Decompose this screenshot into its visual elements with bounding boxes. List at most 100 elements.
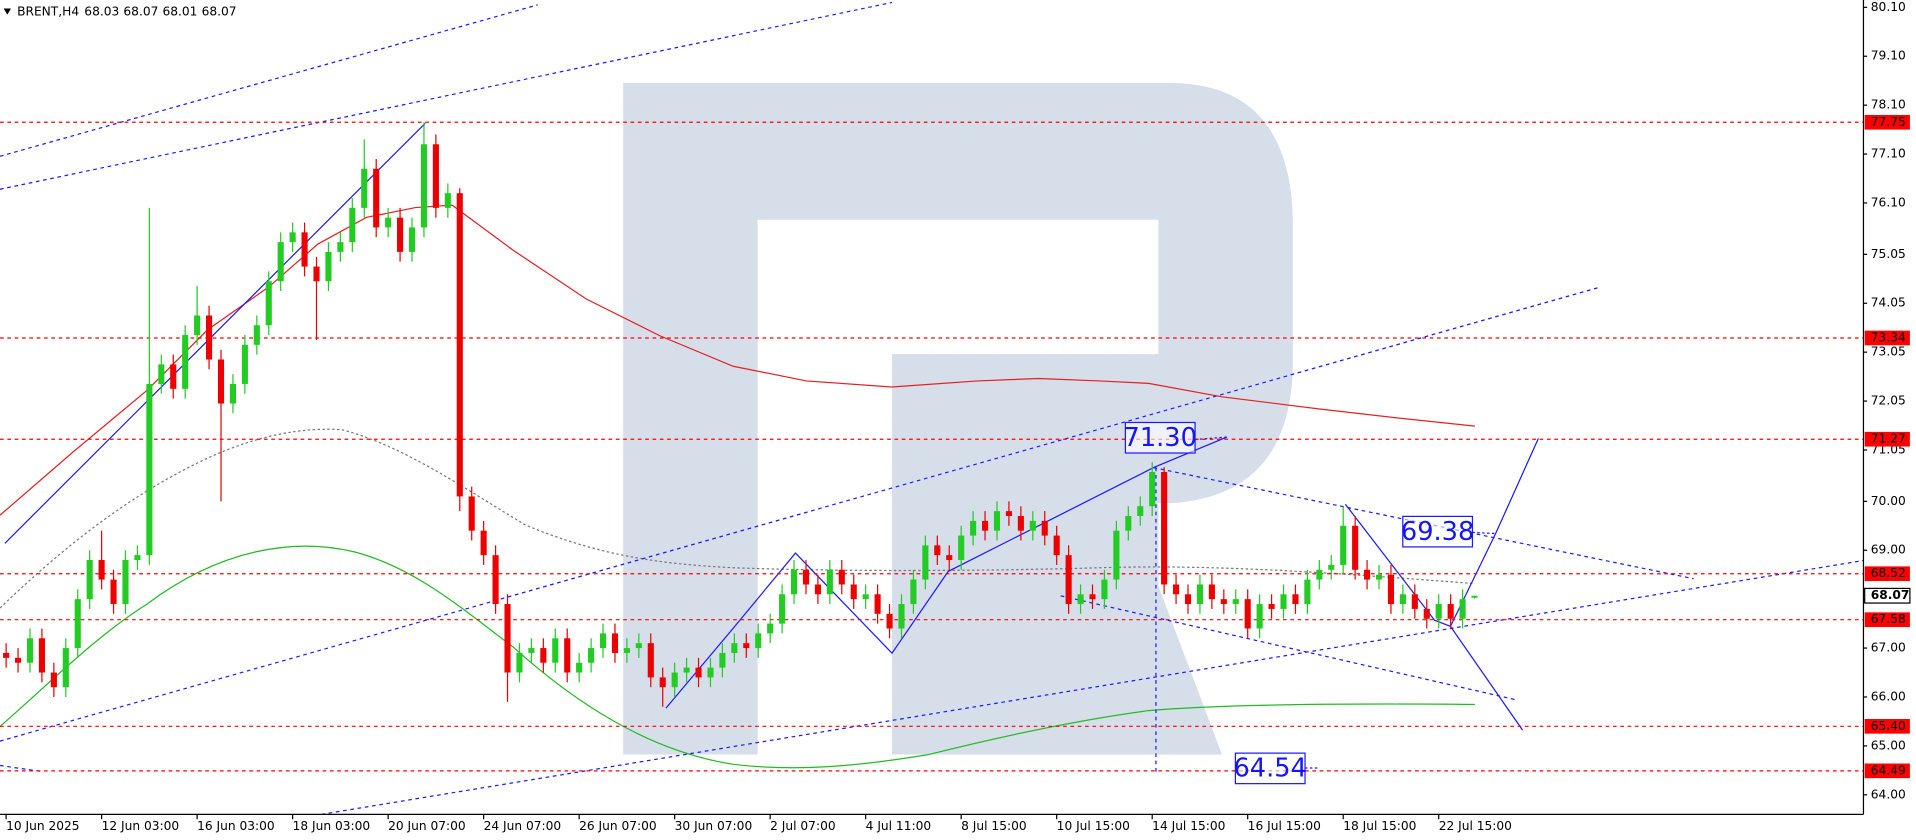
candle-body: [922, 545, 929, 580]
candle-body: [480, 530, 487, 556]
candle-body: [229, 383, 236, 404]
candle-body: [277, 242, 284, 282]
candle-body: [182, 335, 189, 389]
level-label: 65.40: [1871, 719, 1906, 733]
candle-body: [958, 535, 965, 561]
x-tick-label: 10 Jul 15:00: [1057, 819, 1130, 833]
y-tick-label: 77.10: [1871, 147, 1906, 161]
candle-body: [970, 520, 977, 536]
candle-body: [1399, 594, 1406, 605]
candle-body: [1328, 564, 1335, 570]
x-tick-label: 26 Jun 07:00: [579, 819, 657, 833]
candle-body: [420, 144, 428, 228]
candles: [3, 122, 1478, 707]
candle-body: [397, 217, 404, 252]
candle-body: [1184, 594, 1192, 605]
header-open: 68.03: [84, 5, 119, 19]
candle-body: [611, 633, 619, 653]
candle-body: [1101, 579, 1108, 600]
candle-body: [1387, 574, 1395, 605]
header-high: 68.07: [123, 5, 158, 19]
candle-body: [910, 579, 917, 605]
candle-body: [755, 633, 762, 649]
current-price-bg: [1864, 587, 1911, 604]
candle-body: [1423, 608, 1430, 619]
level-label-bg: [1864, 612, 1910, 628]
candle-body: [444, 193, 451, 208]
candle-body: [468, 496, 475, 531]
candle-body: [695, 667, 702, 678]
candle-body: [3, 652, 10, 658]
candle-body: [1447, 604, 1454, 619]
trend-lines: [0, 1, 1916, 815]
candle-body: [874, 594, 881, 614]
level-label: 64.49: [1871, 763, 1906, 777]
candle-body: [1125, 516, 1132, 531]
candle-body: [146, 383, 153, 556]
level-label: 68.52: [1871, 566, 1906, 580]
candle-body: [1017, 516, 1024, 531]
candle-body: [1208, 584, 1215, 600]
candle-body: [1149, 471, 1156, 507]
annotation-label: 69.38: [1401, 517, 1474, 547]
candle-body: [456, 193, 463, 497]
candle-body: [1316, 569, 1323, 580]
header-low: 68.01: [163, 5, 198, 19]
candle-body: [110, 579, 117, 605]
x-tick-label: 16 Jul 15:00: [1248, 819, 1321, 833]
y-tick-label: 78.10: [1871, 98, 1906, 112]
annotation-label: 71.30: [1124, 423, 1197, 453]
candle-body: [313, 266, 320, 282]
candle-body: [1137, 506, 1144, 517]
channel-line: [0, 286, 1601, 742]
annotation-box: [1234, 752, 1306, 785]
trend-line: [4, 122, 426, 544]
level-label-bg: [1864, 566, 1910, 582]
candle-body: [790, 569, 798, 595]
candle-body: [552, 638, 559, 663]
candle-body: [599, 633, 607, 649]
candle-body: [265, 281, 272, 326]
candle-body: [1268, 604, 1275, 609]
candle-body: [217, 359, 225, 404]
candle-body: [408, 227, 416, 252]
candle-body: [26, 638, 34, 663]
level-label: 77.75: [1871, 115, 1906, 129]
y-tick-label: 73.05: [1871, 345, 1906, 359]
candle-body: [647, 643, 654, 678]
forecast-line: [1449, 625, 1524, 731]
x-tick-label: 2 Jul 07:00: [770, 819, 835, 833]
y-tick-label: 69.00: [1871, 543, 1906, 557]
candle-body: [1352, 525, 1359, 570]
level-label-bg: [1864, 431, 1910, 447]
symbol: BRENT,H4: [17, 5, 79, 19]
header-close: 68.07: [202, 5, 237, 19]
candle-body: [1029, 520, 1036, 531]
candle-body: [134, 555, 141, 561]
candle-body: [122, 560, 129, 605]
level-label: 71.27: [1871, 432, 1906, 446]
candle-body: [50, 672, 57, 688]
candle-body: [289, 232, 296, 243]
candle-body: [659, 677, 666, 688]
candle-body: [1005, 511, 1012, 517]
candle-body: [826, 569, 833, 595]
x-tick-label: 18 Jul 15:00: [1343, 819, 1416, 833]
candle-body: [86, 560, 93, 600]
candle-body: [779, 594, 786, 624]
candle-body: [206, 315, 213, 360]
candle-body: [898, 604, 905, 629]
candle-body: [1375, 574, 1383, 580]
y-tick-label: 64.00: [1871, 787, 1906, 801]
candle-body: [492, 555, 499, 605]
candle-body: [886, 613, 893, 629]
price-axis-bg: [1863, 0, 1916, 840]
y-tick-label: 70.00: [1871, 494, 1906, 508]
candle-body: [373, 168, 380, 228]
candle-body: [1471, 595, 1478, 598]
level-label-bg: [1864, 330, 1910, 346]
candle-body: [74, 599, 81, 649]
x-tick-label: 20 Jun 07:00: [388, 819, 466, 833]
y-tick-label: 80.10: [1871, 0, 1906, 14]
